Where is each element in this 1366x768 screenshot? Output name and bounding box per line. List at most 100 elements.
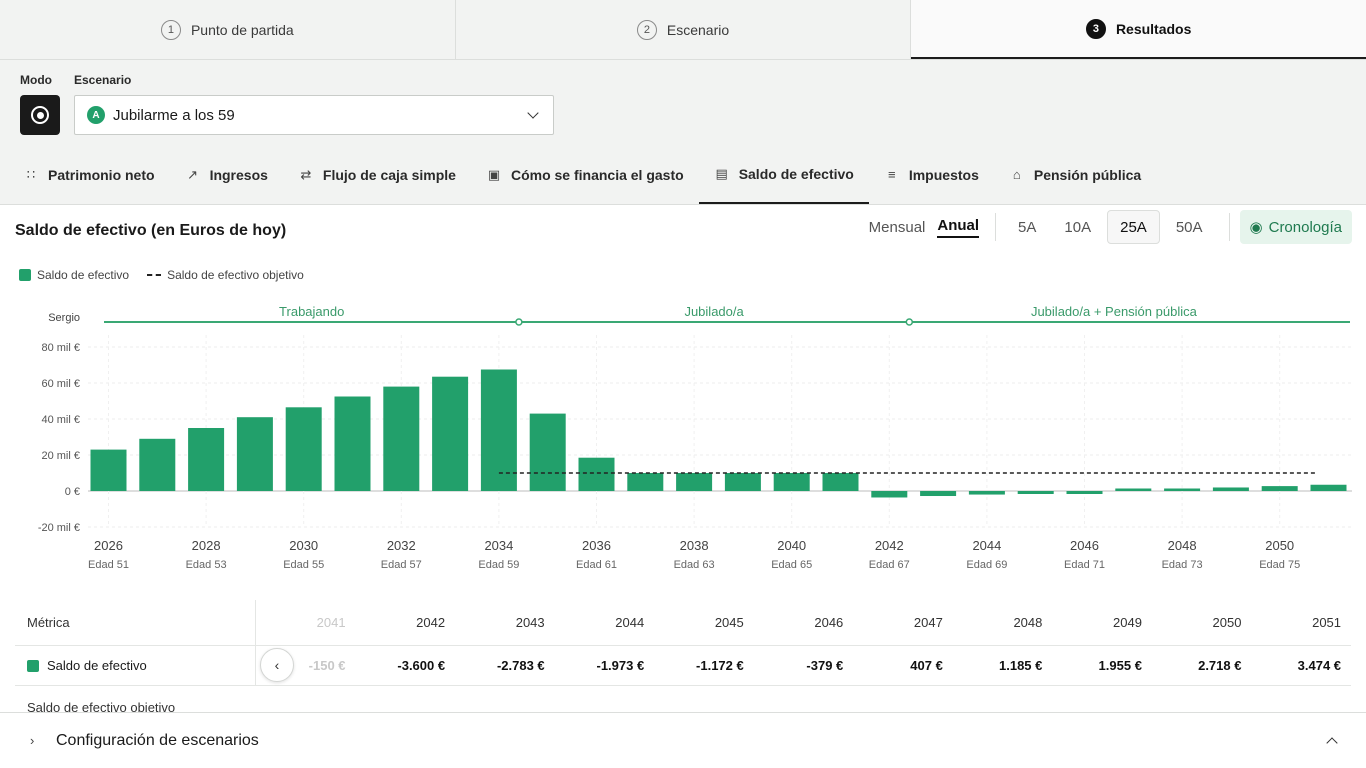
tab-label: Cómo se financia el gasto xyxy=(510,166,684,183)
year-header-cell: 2050 xyxy=(1212,615,1242,630)
scenario-value: Jubilarme a los 59 xyxy=(113,106,235,124)
bar-2032 xyxy=(383,386,420,491)
stepper: 1 Punto de partida 2 Escenario 3 Resulta… xyxy=(0,0,1366,60)
row-label: Saldo de efectivo objetivo xyxy=(27,700,176,712)
age-tick-label: Edad 63 xyxy=(674,559,715,571)
bar-2044 xyxy=(968,491,1005,495)
age-tick-label: Edad 55 xyxy=(283,559,324,571)
step-number: 2 xyxy=(636,19,657,40)
tab-como-se-financia-el-gasto[interactable]: ▣ Cómo se financia el gasto xyxy=(471,145,699,204)
values-columns: 2041 2042 2043 2044 2045 2046 2047 2048 2049 2050… xyxy=(255,600,1351,686)
scenario-select[interactable]: A Jubilarme a los 59 xyxy=(74,95,554,135)
legend-swatch-cash xyxy=(19,269,31,281)
step-resultados[interactable]: 3 Resultados xyxy=(911,0,1366,59)
table-cell: 1.955 € xyxy=(1098,658,1142,673)
age-tick-label: Edad 71 xyxy=(1064,559,1105,571)
scroll-left-button[interactable]: ‹ xyxy=(260,648,294,682)
x-tick-label: 2040 xyxy=(777,538,806,553)
mode-button[interactable] xyxy=(20,95,60,135)
step-punto-de-partida[interactable]: 1 Punto de partida xyxy=(0,0,456,59)
x-tick-label: 2032 xyxy=(387,538,416,553)
step-label: Resultados xyxy=(1115,20,1192,37)
chart-icon: ∷ xyxy=(26,166,36,182)
bar-2039 xyxy=(724,473,761,491)
bar-2027 xyxy=(139,438,176,491)
row-swatch xyxy=(27,659,39,672)
legend-label-target: Saldo de efectivo objetivo xyxy=(167,268,304,282)
table-row-label: Saldo de efectivo xyxy=(15,646,255,686)
tab-ingresos[interactable]: ↗ Ingresos xyxy=(170,145,283,204)
step-escenario[interactable]: 2 Escenario xyxy=(456,0,912,59)
age-tick-label: Edad 73 xyxy=(1162,559,1203,571)
tab-flujo-de-caja-simple[interactable]: ⇄ Flujo de caja simple xyxy=(283,145,471,204)
bar-2034 xyxy=(480,369,517,491)
cash-icon: ▤ xyxy=(715,165,728,181)
scenario-label: Escenario xyxy=(74,73,132,87)
year-header-cell: 2049 xyxy=(1113,615,1142,630)
phase-label: Trabajando xyxy=(279,304,344,319)
tab-pension-publica[interactable]: ⌂ Pensión pública xyxy=(994,145,1156,204)
timeline-button[interactable]: ◉ Cronología xyxy=(1239,210,1352,244)
table-cell: 1.185 € xyxy=(999,658,1043,673)
bar-2028 xyxy=(188,428,225,491)
phase-label: Jubilado/a xyxy=(684,304,744,319)
results-tabs: ∷ Patrimonio neto ↗ Ingresos ⇄ Flujo de … xyxy=(0,145,1366,205)
tab-label: Ingresos xyxy=(209,166,268,183)
target-icon xyxy=(31,106,49,124)
period-monthly[interactable]: Mensual xyxy=(868,218,926,236)
x-tick-label: 2034 xyxy=(484,538,513,553)
controls-bar: Modo Escenario A Jubilarme a los 59 xyxy=(0,60,1366,145)
x-tick-label: 2044 xyxy=(972,538,1001,553)
x-tick-label: 2050 xyxy=(1265,538,1294,553)
bar-2051 xyxy=(1310,484,1347,491)
eye-icon: ◉ xyxy=(1249,219,1263,236)
year-header-cell: 2043 xyxy=(515,615,545,630)
tab-impuestos[interactable]: ≡ Impuestos xyxy=(869,145,994,204)
year-header-cell: 2042 xyxy=(416,615,446,630)
year-header-cell: 2045 xyxy=(714,615,744,630)
year-header-cell: 2044 xyxy=(615,615,645,630)
x-tick-label: 2030 xyxy=(289,538,318,553)
scenario-config-label: Configuración de escenarios xyxy=(56,731,259,749)
table-cell: -1.172 € xyxy=(696,658,744,673)
wallet-icon: ▣ xyxy=(487,166,501,182)
step-label: Punto de partida xyxy=(190,21,294,38)
range-5a[interactable]: 5A xyxy=(1018,218,1037,236)
bar-2046 xyxy=(1066,491,1103,494)
range-50a[interactable]: 50A xyxy=(1175,218,1203,236)
age-tick-label: Edad 51 xyxy=(88,559,129,571)
year-header-cell: 2048 xyxy=(1013,615,1043,630)
divider xyxy=(995,213,997,241)
x-tick-label: 2026 xyxy=(94,538,123,553)
y-tick-label: 0 € xyxy=(65,486,80,498)
tab-patrimonio-neto[interactable]: ∷ Patrimonio neto xyxy=(8,145,170,204)
year-header-cell: 2041 xyxy=(316,615,346,630)
bar-2038 xyxy=(676,473,713,491)
table-cell: -1.973 € xyxy=(596,658,645,673)
bar-2047 xyxy=(1115,488,1152,491)
tab-saldo-de-efectivo[interactable]: ▤ Saldo de efectivo xyxy=(698,145,869,204)
table-cell: 2.718 € xyxy=(1198,658,1242,673)
legend-swatch-target xyxy=(147,274,162,276)
table-cell: -3.600 € xyxy=(397,658,446,673)
period-annual[interactable]: Anual xyxy=(931,210,985,244)
range-25a[interactable]: 25A xyxy=(1107,210,1160,244)
age-tick-label: Edad 57 xyxy=(381,559,422,571)
scenario-config-panel[interactable]: › Configuración de escenarios xyxy=(0,712,1366,768)
y-tick-label: 60 mil € xyxy=(41,378,80,390)
bar-2031 xyxy=(334,396,371,491)
step-label: Escenario xyxy=(666,21,730,38)
chevron-up-icon[interactable] xyxy=(1326,736,1338,749)
tab-label: Patrimonio neto xyxy=(48,166,155,183)
divider xyxy=(1228,213,1230,241)
chevron-down-icon xyxy=(527,107,539,119)
chevron-right-icon: › xyxy=(30,733,35,748)
bar-2036 xyxy=(578,457,615,491)
table-cell: -2.783 € xyxy=(496,658,545,673)
bar-2042 xyxy=(871,491,908,498)
year-header-row: 2041 2042 2043 2044 2045 2046 2047 2048 2049 2050… xyxy=(256,600,1351,646)
range-10a[interactable]: 10A xyxy=(1064,218,1092,236)
metric-column: Métrica Saldo de efectivo Saldo de efect… xyxy=(15,600,255,712)
metric-header: Métrica xyxy=(15,600,255,646)
bar-2041 xyxy=(822,473,859,491)
